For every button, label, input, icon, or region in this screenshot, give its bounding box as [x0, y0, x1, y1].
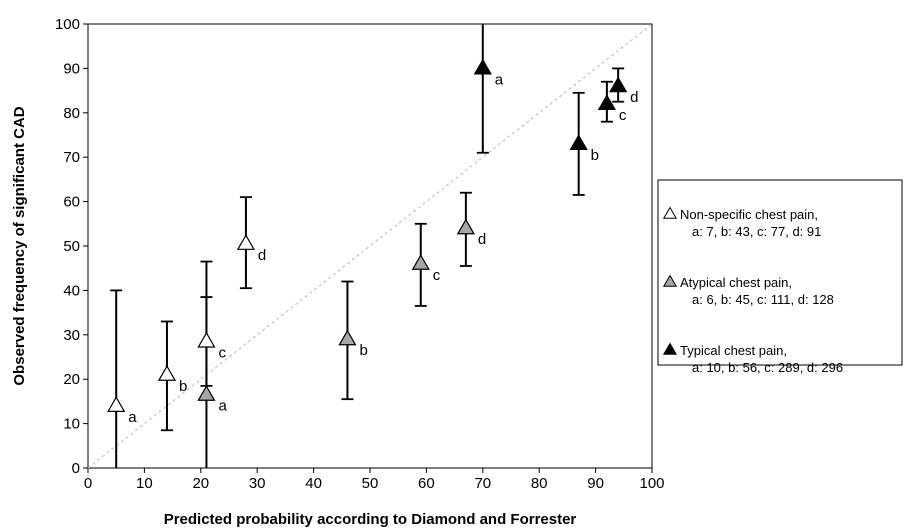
point-label: c [218, 344, 226, 361]
data-point-triangle [456, 218, 475, 235]
point-label: b [591, 147, 599, 164]
legend-marker-triangle [662, 342, 678, 355]
x-tick-label: 10 [136, 475, 153, 492]
point-label: c [619, 107, 627, 124]
legend-marker-triangle [662, 274, 678, 287]
x-tick-label: 80 [531, 475, 548, 492]
y-tick-label: 40 [63, 282, 80, 299]
y-tick-label: 0 [72, 460, 80, 477]
y-tick-label: 50 [63, 238, 80, 255]
legend-series-detail: a: 7, b: 43, c: 77, d: 91 [692, 224, 821, 239]
axes: 0 10 20 30 40 50 60 70 80 90 100 0 10 20 30 40 50 60 70 80 9… [55, 16, 665, 492]
point-label: d [258, 247, 266, 264]
legend: Non-specific chest pain, a: 7, b: 43, c: … [657, 179, 903, 375]
legend-marker-triangle [662, 206, 678, 219]
legend-series-detail: a: 6, b: 45, c: 111, d: 128 [692, 292, 834, 307]
data-point-triangle [597, 94, 616, 111]
data-point-triangle [236, 234, 256, 250]
x-tick-label: 60 [418, 475, 435, 492]
y-tick-label: 10 [63, 416, 80, 433]
y-tick-label: 90 [63, 60, 80, 77]
x-tick-label: 30 [249, 475, 266, 492]
y-tick-label: 100 [55, 16, 80, 33]
data-point-triangle [473, 58, 492, 75]
y-tick-label: 60 [63, 194, 80, 211]
x-tick-label: 50 [362, 475, 379, 492]
legend-box [657, 179, 903, 366]
data-point-triangle [609, 76, 628, 93]
data-point-triangle [569, 134, 588, 151]
x-tick-label: 100 [639, 475, 664, 492]
legend-series-name: Atypical chest pain, [680, 275, 792, 290]
y-tick-label: 70 [63, 149, 80, 166]
data-point-triangle [107, 396, 126, 412]
markers [107, 58, 628, 412]
x-tick-label: 20 [192, 475, 209, 492]
point-label: d [478, 231, 486, 248]
legend-series-name: Typical chest pain, [680, 343, 787, 358]
y-axis-title: Observed frequency of significant CAD [11, 106, 28, 385]
x-tick-label: 90 [587, 475, 604, 492]
point-label: a [218, 398, 227, 415]
point-label: b [179, 378, 187, 395]
point-label: a [128, 409, 137, 426]
data-point-triangle [197, 331, 216, 348]
plot-area [87, 23, 653, 469]
data-point-triangle [197, 385, 216, 401]
x-tick-label: 0 [84, 475, 92, 492]
y-tick-label: 30 [63, 327, 80, 344]
x-axis-title: Predicted probability according to Diamo… [164, 511, 577, 528]
x-tick-label: 70 [474, 475, 491, 492]
point-label: d [630, 89, 638, 106]
legend-series-detail: a: 10, b: 56, c: 289, d: 296 [692, 360, 843, 375]
point-label: a [495, 71, 504, 88]
data-point-triangle [338, 329, 357, 346]
data-point-triangle [411, 254, 430, 270]
y-tick-label: 80 [63, 105, 80, 122]
point-label: b [359, 342, 367, 359]
x-tick-label: 40 [305, 475, 322, 492]
legend-series-name: Non-specific chest pain, [680, 207, 818, 222]
y-tick-label: 20 [63, 371, 80, 388]
point-label: c [433, 267, 441, 284]
data-point-triangle [157, 365, 177, 381]
